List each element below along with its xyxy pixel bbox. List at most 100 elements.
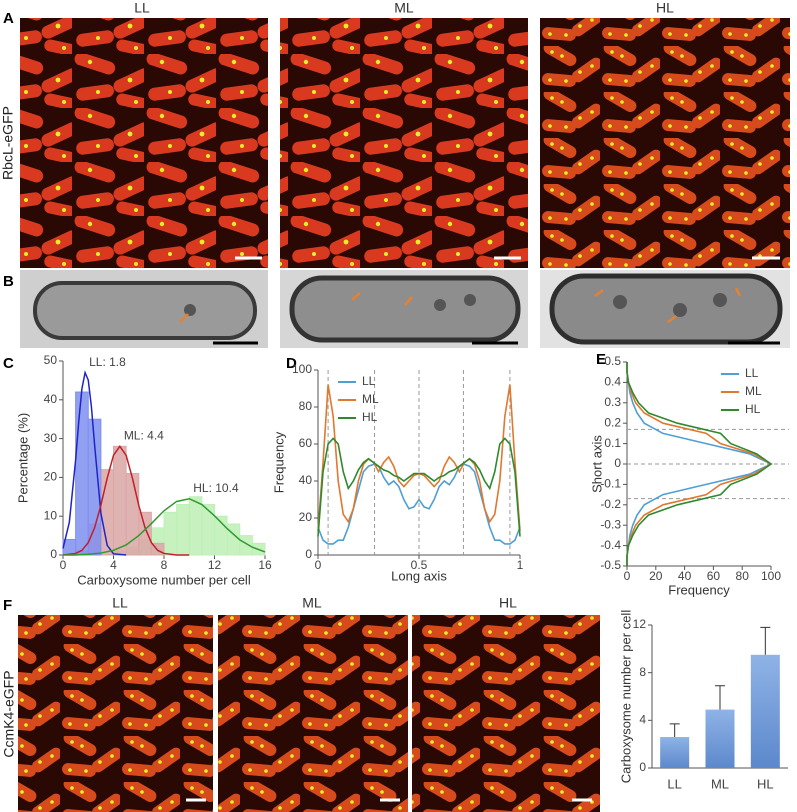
error-bar <box>715 685 725 710</box>
micrograph <box>412 615 600 812</box>
histogram-bar <box>176 504 190 556</box>
x-axis-label: Long axis <box>391 568 447 583</box>
y-tick-label: 0 <box>50 547 57 561</box>
series-line <box>626 362 773 566</box>
micrograph <box>280 18 528 268</box>
x-tick-label: 60 <box>707 569 721 583</box>
histogram-bar <box>163 511 178 556</box>
x-tick-label: HL <box>757 776 774 791</box>
y-tick-label: 20 <box>299 510 313 524</box>
y-tick-label: 80 <box>299 399 313 413</box>
panel-letter: C <box>3 355 14 372</box>
histogram-bar <box>75 391 89 556</box>
x-tick-label: 8 <box>161 558 168 572</box>
micrograph <box>540 18 790 268</box>
y-axis-label: Percentage (%) <box>15 413 30 503</box>
row-label: CcmK4-eGFP <box>1 670 17 757</box>
series-line <box>317 437 521 537</box>
y-tick-label: 40 <box>44 392 58 406</box>
annotation: LL: 1.8 <box>89 355 126 369</box>
y-tick-label: 20 <box>44 470 58 484</box>
x-tick-label: 100 <box>761 569 781 583</box>
y-tick-label: 0 <box>305 547 312 561</box>
x-tick-label: 1 <box>517 558 524 572</box>
y-tick-label: -0.1 <box>600 477 621 491</box>
annotation: ML: 4.4 <box>124 429 164 443</box>
y-tick-label: 0 <box>614 456 621 470</box>
y-tick-label: 0.3 <box>604 395 621 409</box>
y-tick-label: 0.2 <box>604 415 621 429</box>
x-tick-label: 16 <box>258 558 272 572</box>
y-tick-label: -0.3 <box>600 517 621 531</box>
x-tick-label: LL <box>667 776 681 791</box>
x-tick-label: 0 <box>60 558 67 572</box>
micrograph <box>20 18 268 268</box>
y-tick-label: 0.5 <box>604 354 621 368</box>
legend-label: LL <box>745 366 759 380</box>
column-label: ML <box>302 595 322 611</box>
y-tick-label: 30 <box>44 431 58 445</box>
histogram-bar <box>87 418 102 556</box>
histogram-bar <box>188 496 203 556</box>
x-axis-label: Frequency <box>668 582 730 597</box>
y-axis-label: Carboxysome number per cell <box>618 610 633 784</box>
y-tick-label: 4 <box>639 713 646 727</box>
x-tick-label: 80 <box>736 569 750 583</box>
column-label: ML <box>394 0 414 16</box>
y-tick-label: 0 <box>639 760 646 774</box>
panel-letter: E <box>596 351 606 368</box>
x-tick-label: 0.5 <box>411 558 428 572</box>
column-label: HL <box>656 0 674 16</box>
y-tick-label: 12 <box>633 617 647 631</box>
x-tick-label: 0 <box>624 569 631 583</box>
x-tick-label: ML <box>711 776 729 791</box>
y-tick-label: 0.4 <box>604 375 621 389</box>
panel-letter: B <box>3 273 14 290</box>
tem-images <box>20 270 790 348</box>
fit-curve <box>62 370 127 556</box>
legend-label: ML <box>745 384 762 398</box>
micrograph <box>218 615 408 812</box>
fit-curve <box>63 497 266 556</box>
micrograph <box>18 615 213 812</box>
column-label: LL <box>112 595 128 611</box>
bar <box>660 737 690 768</box>
row-label: RbcL-eGFP <box>0 106 16 180</box>
histogram-bar <box>201 504 215 556</box>
panel-letter: F <box>3 597 12 614</box>
column-label: HL <box>499 595 517 611</box>
fit-curve <box>62 445 190 556</box>
legend-label: HL <box>745 402 761 416</box>
y-tick-label: 50 <box>44 353 58 367</box>
y-tick-label: -0.4 <box>600 538 621 552</box>
bar <box>705 709 735 768</box>
error-bar <box>669 723 680 738</box>
y-tick-label: 10 <box>44 508 58 522</box>
column-label: LL <box>134 0 150 16</box>
legend-label: LL <box>362 374 376 388</box>
bar <box>750 654 780 768</box>
y-tick-label: 40 <box>299 473 313 487</box>
annotation: HL: 10.4 <box>193 481 239 495</box>
panel-letter: A <box>3 10 14 27</box>
x-tick-label: 20 <box>649 569 663 583</box>
x-tick-label: 40 <box>678 569 692 583</box>
y-axis-label: Frequency <box>271 431 286 493</box>
histogram-bar <box>226 523 241 556</box>
error-bar <box>760 626 771 655</box>
legend-label: HL <box>362 410 378 424</box>
y-tick-label: 8 <box>639 665 646 679</box>
legend-label: ML <box>362 392 379 406</box>
x-tick-label: 4 <box>110 558 117 572</box>
y-tick-label: 100 <box>292 362 312 376</box>
y-tick-label: -0.5 <box>600 558 621 572</box>
y-axis-label: Short axis <box>589 435 604 493</box>
panel-letter: D <box>286 355 297 372</box>
y-tick-label: 0.1 <box>604 436 621 450</box>
x-tick-label: 12 <box>208 558 222 572</box>
y-tick-label: -0.2 <box>600 497 621 511</box>
histogram-bar <box>113 445 127 556</box>
x-axis-label: Carboxysome number per cell <box>77 572 251 587</box>
